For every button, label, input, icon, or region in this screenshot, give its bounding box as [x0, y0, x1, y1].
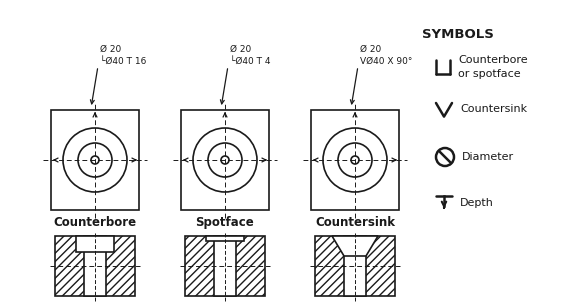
Bar — [344, 236, 366, 296]
Bar — [206, 236, 244, 241]
Text: SYMBOLS: SYMBOLS — [422, 28, 494, 41]
Bar — [315, 236, 395, 296]
Text: Counterbore: Counterbore — [54, 216, 137, 229]
Bar — [214, 236, 236, 296]
Text: Diameter: Diameter — [462, 152, 514, 162]
Bar — [185, 236, 265, 296]
Bar — [84, 236, 106, 296]
Bar — [311, 110, 399, 210]
Text: Spotface: Spotface — [196, 216, 254, 229]
Bar — [55, 236, 135, 296]
Text: Depth: Depth — [460, 198, 494, 208]
Text: Countersink: Countersink — [315, 216, 395, 229]
Polygon shape — [332, 236, 378, 256]
Text: Ø 20
VØ40 X 90°: Ø 20 VØ40 X 90° — [360, 44, 412, 66]
Bar — [76, 236, 114, 252]
Text: Counterbore
or spotface: Counterbore or spotface — [458, 55, 528, 79]
Bar — [51, 110, 139, 210]
Text: Countersink: Countersink — [460, 104, 527, 114]
Text: Ø 20
└Ø40 T 16: Ø 20 └Ø40 T 16 — [100, 44, 146, 66]
Bar — [181, 110, 269, 210]
Text: Ø 20
└Ø40 T 4: Ø 20 └Ø40 T 4 — [230, 44, 271, 66]
